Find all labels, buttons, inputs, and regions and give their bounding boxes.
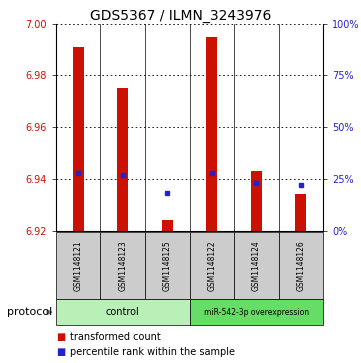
Text: percentile rank within the sample: percentile rank within the sample: [70, 347, 235, 357]
Bar: [206, 37, 217, 231]
Bar: [56, 299, 190, 325]
Bar: [190, 232, 234, 299]
Bar: [145, 232, 190, 299]
Text: control: control: [106, 307, 140, 317]
Text: transformed count: transformed count: [70, 332, 161, 342]
Text: GSM1148121: GSM1148121: [74, 241, 83, 291]
Bar: [56, 232, 100, 299]
Text: GSM1148125: GSM1148125: [163, 241, 172, 291]
Text: ■: ■: [56, 347, 65, 357]
Text: GSM1148126: GSM1148126: [296, 241, 305, 291]
Text: protocol: protocol: [7, 307, 52, 317]
Bar: [117, 88, 128, 231]
Text: GSM1148124: GSM1148124: [252, 241, 261, 291]
Bar: [295, 194, 306, 231]
Bar: [251, 171, 262, 231]
Text: GDS5367 / ILMN_3243976: GDS5367 / ILMN_3243976: [90, 9, 271, 23]
Text: ■: ■: [56, 332, 65, 342]
Text: GSM1148123: GSM1148123: [118, 241, 127, 291]
Bar: [234, 232, 279, 299]
Bar: [100, 232, 145, 299]
Bar: [190, 299, 323, 325]
Bar: [279, 232, 323, 299]
Text: GSM1148122: GSM1148122: [207, 241, 216, 291]
Bar: [73, 47, 84, 231]
Text: miR-542-3p overexpression: miR-542-3p overexpression: [204, 308, 309, 317]
Bar: [162, 220, 173, 231]
